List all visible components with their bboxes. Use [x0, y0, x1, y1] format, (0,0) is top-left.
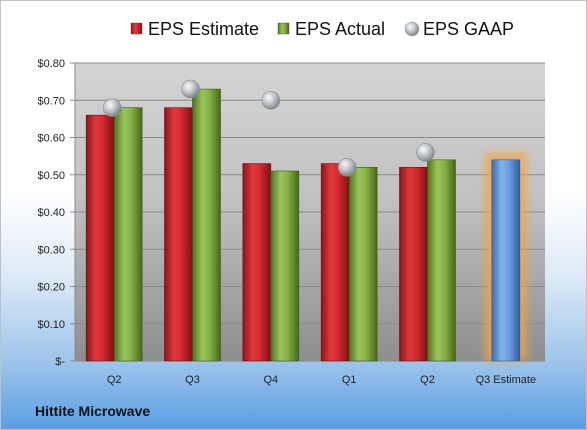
marker-eps-gaap [337, 158, 357, 177]
x-tick-label: Q2 [107, 374, 122, 386]
bar-eps-estimate [85, 114, 115, 362]
marker-eps-gaap [416, 143, 435, 162]
marker-eps-gaap [181, 79, 200, 99]
bar-eps-estimate [320, 163, 350, 362]
bar-eps-actual [427, 159, 456, 362]
y-tick-label: $0.70 [37, 95, 65, 107]
chart-marks [85, 79, 527, 362]
marker-eps-gaap [102, 98, 122, 117]
legend-label: EPS Estimate [148, 19, 259, 39]
bar-eps-estimate [399, 167, 428, 362]
bar-eps-actual [270, 170, 300, 362]
y-tick-label: $0.80 [37, 58, 65, 70]
legend-label: EPS GAAP [423, 19, 514, 39]
bar-eps-actual [348, 167, 378, 362]
x-tick-label: Q2 [420, 374, 435, 386]
x-tick-label: Q3 [185, 374, 200, 386]
legend-swatch [277, 22, 290, 35]
x-tick-label: Q4 [263, 374, 278, 386]
y-tick-label: $0.50 [37, 170, 65, 182]
y-tick-label: $0.40 [37, 207, 65, 219]
bar-eps-actual [113, 107, 143, 362]
x-tick-label: Q3 Estimate [476, 374, 537, 386]
legend-swatch [404, 21, 420, 37]
y-tick-label: $0.10 [37, 319, 65, 331]
gridlines [70, 62, 545, 362]
company-name: Hittite Microwave [35, 403, 151, 419]
legend-swatch [130, 22, 143, 35]
legend-label: EPS Actual [295, 19, 385, 39]
bar-eps-actual [192, 88, 221, 362]
marker-eps-gaap [261, 90, 281, 110]
legend: EPS Estimate EPS Actual EPS GAAP [130, 19, 514, 39]
bar-eps-estimate-next [491, 159, 521, 362]
y-tick-label: $0.30 [37, 244, 65, 256]
x-axis-ticks: Q2 Q3 Q4 Q1 Q2 Q3 Estimate [107, 374, 536, 386]
bar-eps-estimate [164, 107, 193, 362]
y-tick-label: $- [55, 356, 65, 368]
y-axis-ticks: $- $0.10 $0.20 $0.30 $0.40 $0.50 $0.60 $0.70 $0.… [37, 58, 65, 368]
y-tick-label: $0.60 [37, 133, 65, 145]
y-tick-label: $0.20 [37, 282, 65, 294]
bar-eps-estimate [242, 163, 272, 362]
x-tick-label: Q1 [342, 374, 357, 386]
